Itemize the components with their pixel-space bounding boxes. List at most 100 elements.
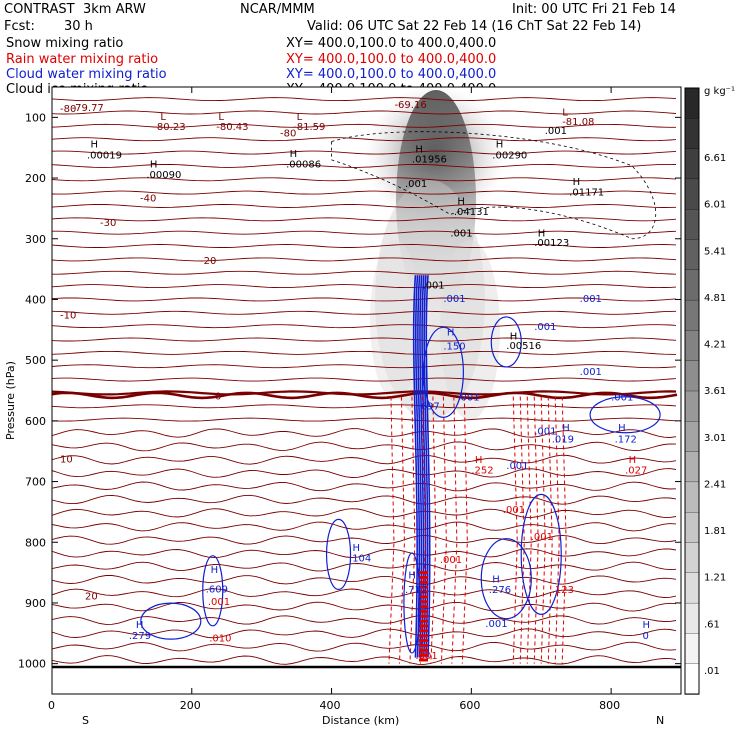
axes: 0 200 400 600 800100200300400500600700800900… [18,87,681,712]
contour-annotation: .00019 [87,150,122,161]
contour-annotation: .00086 [286,159,321,170]
contour-annotation: H [90,139,98,150]
colorbar-segment [684,421,700,453]
isotherm-line [52,204,677,208]
forecast-hour: 30 h [64,19,93,34]
colorbar-segment [684,299,700,332]
isotherm-line [52,481,677,492]
colorbar-segment [684,663,700,695]
isotherm-label: 20 [85,592,98,603]
contour-annotation: H [538,229,546,240]
isotherm-line [52,534,677,545]
contour-annotation: .04131 [454,207,489,218]
colorbar-segment [684,481,700,513]
colorbar-unit: g kg⁻¹ [704,86,735,97]
cloud-water-contour [140,602,202,640]
snow-shading [365,87,505,420]
rain-contour [533,396,539,664]
isotherm-line [52,350,677,355]
cloud-water-contour [202,555,224,627]
rain-contour [440,396,447,664]
isotherm-label: -80 [60,104,76,115]
contour-annotation: L [218,112,224,123]
rain-contour [430,396,437,664]
contour-annotation: .150 [443,342,465,353]
colorbar-label: 4.21 [704,340,726,351]
rain-contour [419,396,426,664]
isotherm-line [52,655,677,665]
plot-frame [51,86,682,695]
colorbar-segment [684,572,700,604]
contour-annotation: .001 [457,393,479,404]
contour-annotation: H [290,149,298,160]
y-tick-label: 1000 [18,658,46,671]
isotherm-line [52,110,677,115]
colorbar-label: .61 [704,619,720,630]
rain-contour [519,396,525,664]
colorbar-segment [684,87,700,119]
legend-rain: Rain water mixing ratio [6,52,158,67]
rain-contour [540,396,546,664]
zero-isotherm [52,391,678,400]
colorbar-segment [684,209,700,241]
isotherm-line [52,97,677,102]
contour-annotation: .00090 [146,170,181,181]
contour-annotation: .00123 [534,238,569,249]
contour-annotation: H [408,570,416,581]
colorbar-frame [684,87,700,695]
contour-annotation: .001 [545,126,567,137]
contour-annotation: .00516 [506,341,541,352]
rain-contour [388,396,395,664]
y-tick-label: 800 [25,536,46,549]
cloud-water-contour [421,275,427,658]
contour-annotation: L [160,112,166,123]
colorbar-segment [684,512,700,544]
contour-annotation: .001 [443,294,465,305]
contour-annotation: .001 [580,294,602,305]
contour-annotation: -81.59 [293,122,325,133]
contour-annotation: .01956 [412,155,447,166]
forecast-label: Fcst: [4,19,35,34]
y-tick-label: 700 [25,476,46,489]
isotherm-line [52,177,677,182]
contour-annotation: H [457,197,465,208]
rain-contour [451,396,458,664]
contour-annotation: H [573,177,581,188]
contour-annotation: .001 [440,555,462,566]
colorbar-label: 1.21 [704,573,726,584]
valid-time: Valid: 06 UTC Sat 22 Feb 14 (16 ChT Sat … [307,19,641,34]
legend-snow-xy: XY= 400.0,100.0 to 400.0,400.0 [286,36,496,51]
isotherm-line [52,454,677,465]
colorbar-label: 6.01 [704,200,726,211]
isotherm-line [52,284,677,289]
hydrometeor-contours [140,131,661,664]
colorbar-segment [684,390,700,422]
isotherm-line [52,324,677,329]
isotherm-label: -20 [200,256,216,267]
isotherm-line [52,468,677,478]
contour-annotation: H [618,423,626,434]
cloud-water-contour [403,552,421,654]
rain-contour [561,396,567,664]
contour-annotation: .001 [450,229,472,240]
colorbar-label: 4.81 [704,293,726,304]
contour-annotation: H [492,575,500,586]
rain-contour [547,396,553,664]
contour-annotation: 0 [643,631,649,642]
isotherm-line [52,548,677,559]
cloud-water-contour [589,396,661,434]
isotherm-line [52,521,677,532]
colorbar-segment [684,633,700,665]
contour-annotation: .001 [422,280,444,291]
isotherm-line [52,417,677,422]
isotherm-line [52,364,677,369]
contour-annotations: -79.77L-80.23L-80.43L-81.59-69.16L-81.08… [72,100,651,662]
y-tick-label: 900 [25,597,46,610]
isotherm-line [52,244,677,248]
cloud-water-contour [423,275,429,658]
isotherm-line [52,310,677,315]
colorbar-segment [684,269,700,301]
isotherm-line [52,441,677,452]
isotherm-line [52,404,677,409]
